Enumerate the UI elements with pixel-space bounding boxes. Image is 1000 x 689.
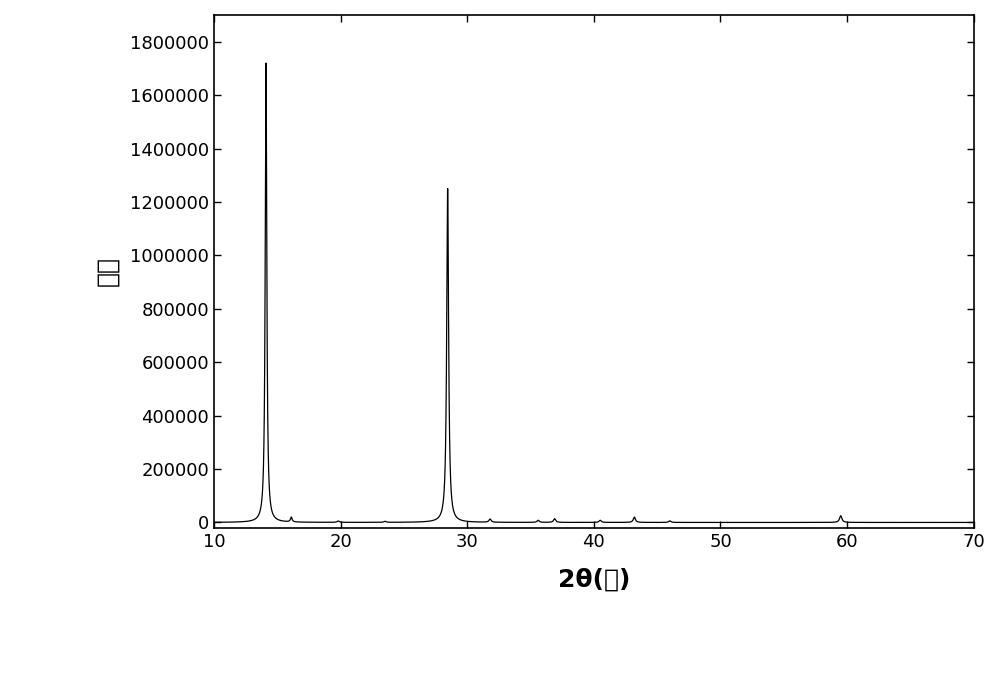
Y-axis label: 强度: 强度 [95,256,119,287]
X-axis label: 2θ(度): 2θ(度) [558,567,630,591]
